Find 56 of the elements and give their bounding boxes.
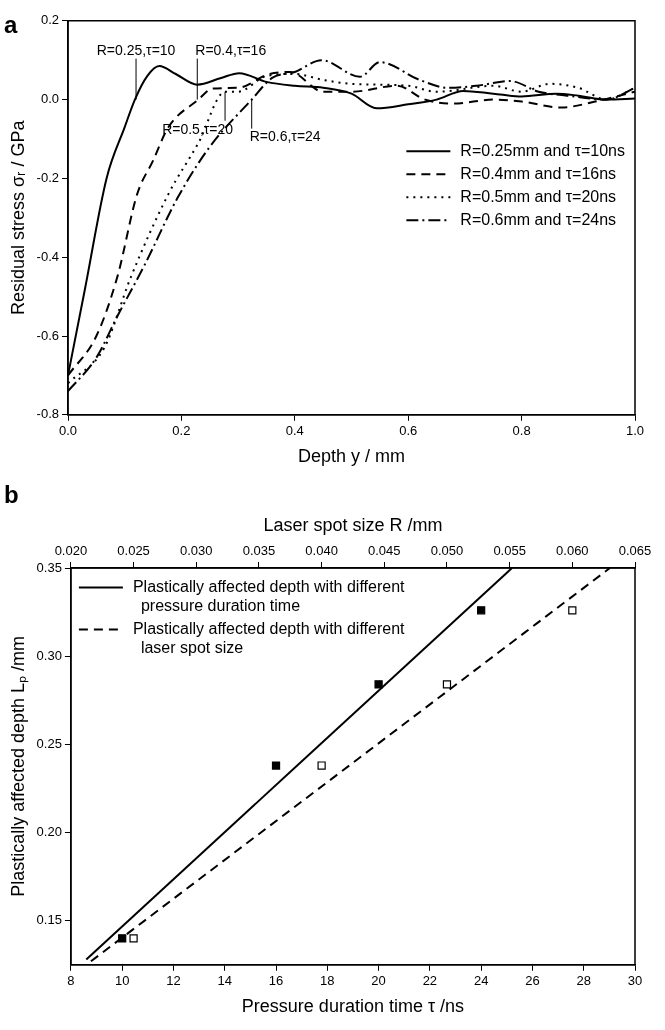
y-tick-label: 0.25 (36, 735, 62, 751)
x-tick-label: 28 (576, 973, 591, 989)
y-tick-label: 0.2 (40, 12, 59, 28)
y-tick-label: 0.35 (36, 559, 62, 575)
x-tick-label: 0.8 (512, 423, 531, 439)
x-tick-label: 8 (67, 973, 75, 989)
x-tick-label: 20 (371, 973, 386, 989)
x2-tick-label: 0.035 (242, 542, 276, 558)
x-tick-label: 18 (320, 973, 335, 989)
x-tick-label: 24 (473, 973, 489, 989)
x2-tick-label: 0.055 (493, 542, 526, 558)
x2-tick-label: 0.030 (179, 542, 213, 558)
annotation: R=0.6,τ=24 (249, 128, 321, 145)
x-tick-label: 0.2 (172, 423, 191, 439)
chart-title: a (4, 11, 18, 39)
legend-label: R=0.4mm and τ=16ns (460, 164, 617, 182)
y-tick-label: -0.6 (36, 327, 59, 343)
x-axis-title: Pressure duration time τ /ns (241, 996, 465, 1017)
x-tick-label: 0.0 (58, 423, 78, 439)
x-tick-label: 30 (627, 973, 643, 989)
legend-label: Plastically affected depth with different pressure duration time (132, 577, 406, 614)
y-tick-label: -0.4 (36, 248, 59, 264)
annotation: R=0.25,τ=10 (96, 42, 176, 59)
y-tick-label: -0.2 (36, 169, 59, 185)
y-tick-label: 0.20 (36, 824, 62, 840)
x-tick-label: 22 (422, 973, 438, 989)
x2-tick-label: 0.065 (618, 542, 652, 558)
y-tick-label: 0.15 (36, 912, 62, 928)
x2-tick-label: 0.040 (305, 542, 338, 558)
x-tick-label: 0.6 (399, 423, 418, 439)
chart-title: b (4, 481, 19, 509)
annotation: R=0.4,τ=16 (195, 42, 267, 59)
x-tick-label: 12 (166, 973, 181, 989)
legend-label: R=0.5mm and τ=20ns (460, 187, 617, 205)
legend-label: R=0.6mm and τ=24ns (460, 210, 617, 228)
x-tick-label: 10 (114, 973, 130, 989)
x2-tick-label: 0.025 (117, 542, 150, 558)
y-tick-label: 0.0 (40, 91, 59, 107)
y-tick-label: -0.8 (36, 406, 59, 422)
annotation: R=0.5,τ=20 (162, 120, 234, 137)
x2-tick-label: 0.050 (430, 542, 464, 558)
x-tick-label: 26 (525, 973, 540, 989)
x2-tick-label: 0.020 (54, 542, 88, 558)
y-axis-title: Residual stress σᵣ / GPa (7, 119, 28, 316)
legend-label: R=0.25mm and τ=10ns (460, 141, 625, 159)
x-tick-label: 1.0 (625, 423, 645, 439)
x2-tick-label: 0.045 (368, 542, 401, 558)
x2-axis-title: Laser spot size R /mm (263, 514, 443, 535)
x-tick-label: 0.4 (285, 423, 304, 439)
y-tick-label: 0.30 (36, 647, 62, 663)
x-tick-label: 16 (268, 973, 284, 989)
x-axis-title: Depth y / mm (297, 446, 406, 467)
x-tick-label: 14 (217, 973, 232, 989)
x2-tick-label: 0.060 (556, 542, 589, 558)
legend-label: Plastically affected depth with different laser spot size (132, 619, 406, 656)
y-axis-title: Plastically affected depth Lₚ /mm (7, 636, 29, 897)
